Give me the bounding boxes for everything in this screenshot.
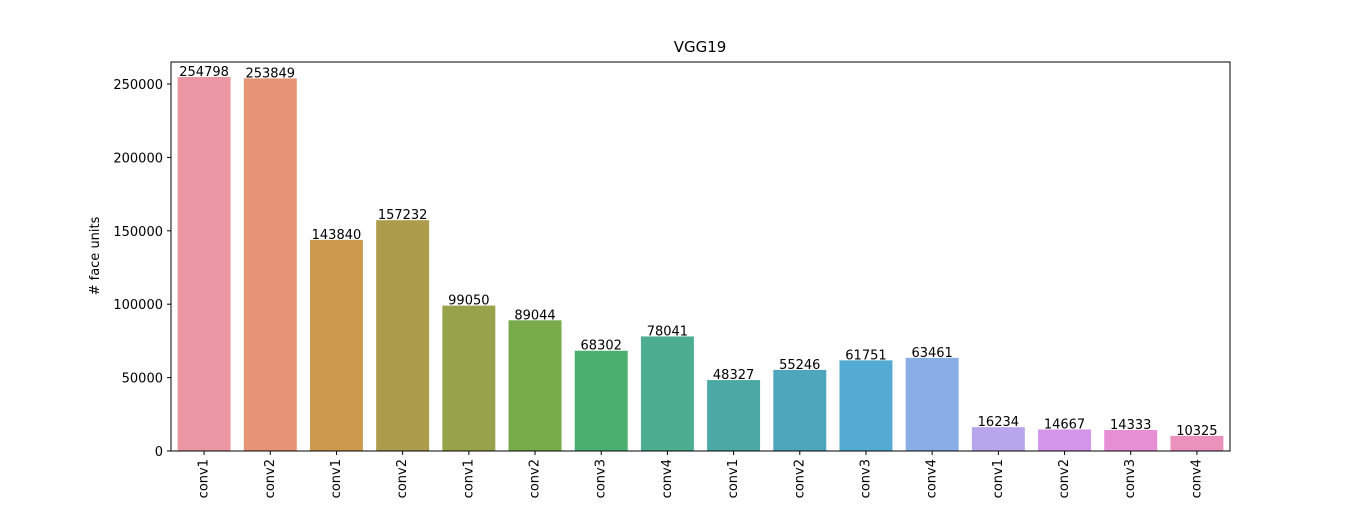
x-tick-label: conv2 bbox=[263, 459, 278, 498]
bar-value-label: 14333 bbox=[1110, 418, 1151, 433]
bar-15 bbox=[1104, 429, 1158, 451]
bar-value-label: 48327 bbox=[713, 368, 754, 383]
bar-1 bbox=[177, 76, 231, 451]
bar-14 bbox=[1038, 429, 1092, 451]
bar-5 bbox=[442, 305, 496, 451]
x-tick-label: conv1 bbox=[991, 459, 1006, 498]
bar-3 bbox=[309, 239, 363, 451]
bar-labels-group: 254798 253849 143840 157232 99050 89044 68302 7… bbox=[179, 65, 1217, 439]
bar-16 bbox=[1170, 435, 1224, 451]
x-tick-label: conv1 bbox=[329, 459, 344, 498]
bar-value-label: 10325 bbox=[1176, 424, 1217, 439]
bar-value-label: 14667 bbox=[1044, 417, 1085, 432]
bar-7 bbox=[574, 350, 628, 451]
y-tick-label: 0 bbox=[155, 445, 163, 460]
x-tick-label: conv2 bbox=[1057, 459, 1072, 498]
bar-4 bbox=[376, 220, 430, 451]
x-tick-label: conv2 bbox=[395, 459, 410, 498]
x-tick-label: conv4 bbox=[1189, 459, 1204, 498]
x-tick-label: conv2 bbox=[792, 459, 807, 498]
x-tick-label: conv3 bbox=[1123, 459, 1138, 498]
x-tick-label: conv4 bbox=[925, 459, 940, 498]
bar-value-label: 89044 bbox=[514, 308, 555, 323]
bar-2 bbox=[243, 78, 297, 451]
x-axis-ticks: conv1 conv2 conv1 conv2 conv1 conv2 conv3 conv4… bbox=[197, 451, 1204, 498]
bar-value-label: 61751 bbox=[845, 348, 886, 363]
y-axis-ticks: 0 50000 100000 150000 200000 250000 bbox=[113, 78, 171, 460]
x-tick-label: conv1 bbox=[461, 459, 476, 498]
bar-11 bbox=[839, 360, 893, 451]
x-tick-label: conv1 bbox=[726, 459, 741, 498]
bar-10 bbox=[773, 369, 827, 451]
x-tick-label: conv3 bbox=[858, 459, 873, 498]
bar-8 bbox=[640, 336, 694, 451]
chart-title: VGG19 bbox=[674, 38, 727, 56]
bar-value-label: 63461 bbox=[911, 346, 952, 361]
bar-9 bbox=[707, 380, 761, 451]
bar-13 bbox=[971, 427, 1025, 451]
bar-value-label: 253849 bbox=[245, 66, 295, 81]
x-tick-label: conv3 bbox=[594, 459, 609, 498]
bar-value-label: 55246 bbox=[779, 358, 820, 373]
y-tick-label: 50000 bbox=[122, 372, 163, 387]
x-tick-label: conv4 bbox=[660, 459, 675, 498]
plot-frame bbox=[170, 61, 1231, 452]
bar-value-label: 78041 bbox=[647, 324, 688, 339]
y-tick-label: 100000 bbox=[113, 298, 163, 313]
y-axis-label: # face units bbox=[88, 216, 103, 295]
y-tick-label: 200000 bbox=[113, 151, 163, 166]
bar-value-label: 16234 bbox=[978, 415, 1019, 430]
bar-value-label: 157232 bbox=[378, 208, 428, 223]
y-tick-label: 250000 bbox=[113, 78, 163, 93]
bar-value-label: 143840 bbox=[312, 228, 362, 243]
bar-value-label: 254798 bbox=[179, 65, 229, 80]
bars-group bbox=[177, 76, 1224, 451]
x-tick-label: conv2 bbox=[528, 459, 543, 498]
y-tick-label: 150000 bbox=[113, 225, 163, 240]
bar-value-label: 68302 bbox=[581, 339, 622, 354]
bar-6 bbox=[508, 320, 562, 451]
bar-12 bbox=[905, 357, 959, 451]
bar-value-label: 99050 bbox=[448, 294, 489, 309]
x-tick-label: conv1 bbox=[197, 459, 212, 498]
